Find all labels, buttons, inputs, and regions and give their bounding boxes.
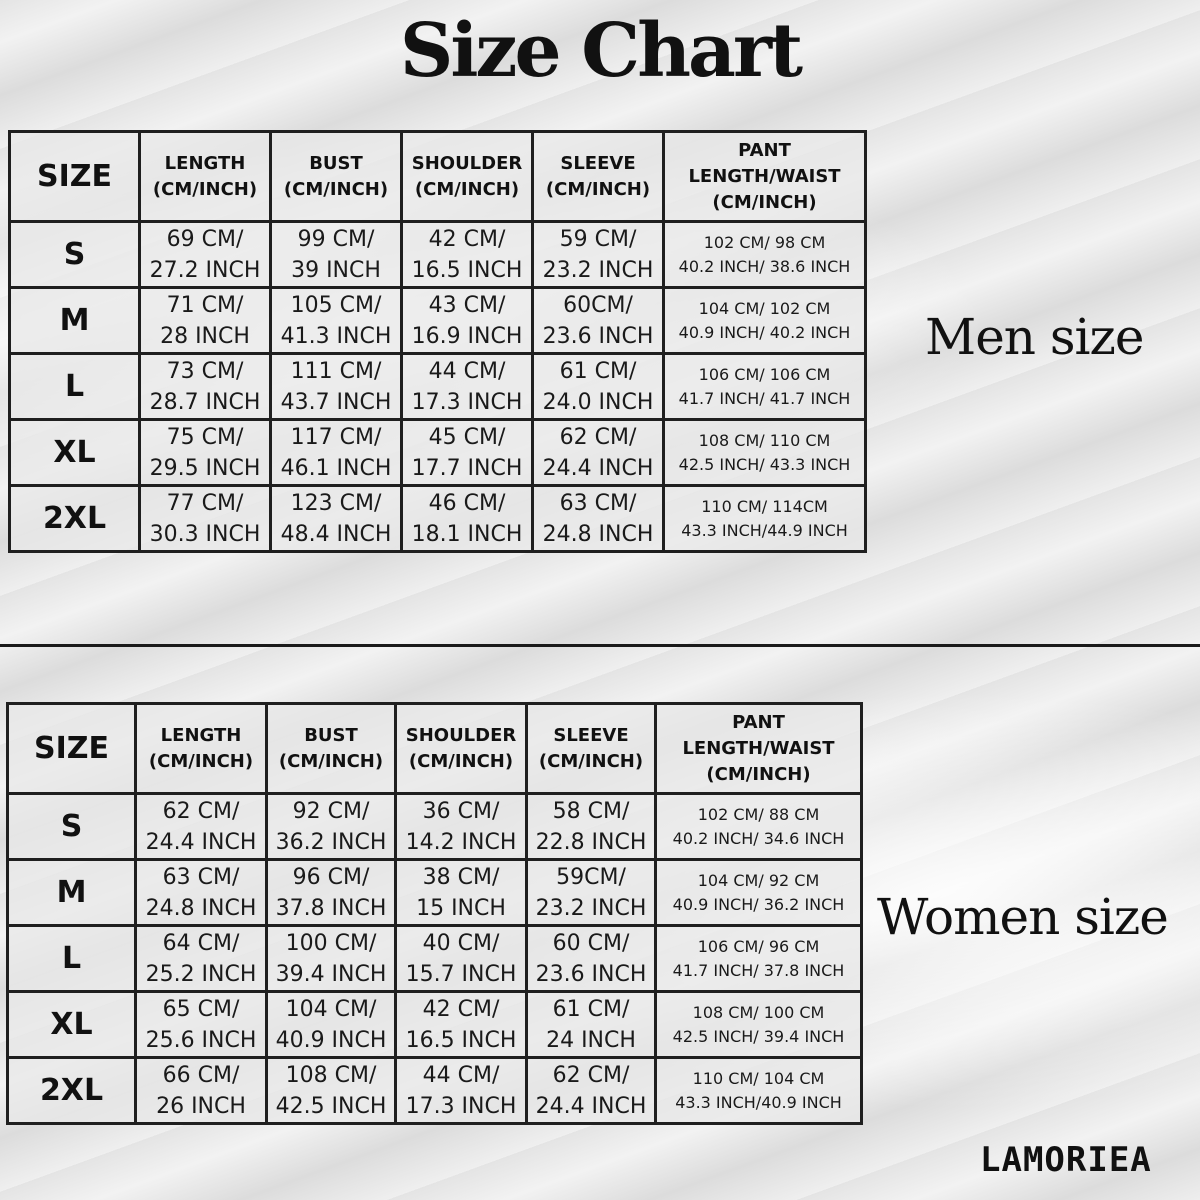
pant-cell: 102 CM/ 98 CM 40.2 INCH/ 38.6 INCH (662, 220, 867, 289)
header-row: SIZE LENGTH (CM/INCH) BUST (CM/INCH) SHOUL… (6, 702, 863, 795)
page-title: Size Chart (399, 8, 803, 94)
sleeve-cell: 63 CM/24.8 INCH (531, 484, 665, 553)
bust-header: BUST (CM/INCH) (265, 702, 397, 795)
bust-cell: 92 CM/36.2 INCH (265, 792, 397, 861)
bust-cell: 117 CM/46.1 INCH (269, 418, 403, 487)
shoulder-cell: 45 CM/17.7 INCH (400, 418, 534, 487)
table-row: M 71 CM/28 INCH 105 CM/41.3 INCH 43 CM/1… (8, 286, 867, 355)
length-cell: 75 CM/29.5 INCH (138, 418, 272, 487)
size-header: SIZE (8, 130, 141, 223)
length-cell: 77 CM/30.3 INCH (138, 484, 272, 553)
shoulder-cell: 44 CM/17.3 INCH (394, 1056, 528, 1125)
pant-cell: 106 CM/ 96 CM 41.7 INCH/ 37.8 INCH (654, 924, 863, 993)
pant-cell: 102 CM/ 88 CM 40.2 INCH/ 34.6 INCH (654, 792, 863, 861)
bust-cell: 108 CM/42.5 INCH (265, 1056, 397, 1125)
pant-header: PANT LENGTH/WAIST (CM/INCH) (654, 702, 863, 795)
bust-cell: 99 CM/39 INCH (269, 220, 403, 289)
length-header: LENGTH (CM/INCH) (138, 130, 272, 223)
size-cell: S (8, 220, 141, 289)
sleeve-cell: 60 CM/23.6 INCH (525, 924, 657, 993)
length-cell: 71 CM/28 INCH (138, 286, 272, 355)
size-cell: M (8, 286, 141, 355)
sleeve-cell: 62 CM/24.4 INCH (525, 1056, 657, 1125)
size-cell: M (6, 858, 137, 927)
length-cell: 73 CM/28.7 INCH (138, 352, 272, 421)
size-cell: S (6, 792, 137, 861)
sleeve-cell: 62 CM/24.4 INCH (531, 418, 665, 487)
pant-cell: 110 CM/ 114CM 43.3 INCH/44.9 INCH (662, 484, 867, 553)
size-cell: 2XL (6, 1056, 137, 1125)
length-cell: 62 CM/24.4 INCH (134, 792, 268, 861)
bust-cell: 123 CM/48.4 INCH (269, 484, 403, 553)
men-size-label: Men size (925, 308, 1144, 366)
shoulder-header: SHOULDER (CM/INCH) (394, 702, 528, 795)
size-cell: XL (6, 990, 137, 1059)
size-cell: L (6, 924, 137, 993)
length-header: LENGTH (CM/INCH) (134, 702, 268, 795)
shoulder-cell: 36 CM/14.2 INCH (394, 792, 528, 861)
bust-cell: 105 CM/41.3 INCH (269, 286, 403, 355)
sleeve-cell: 61 CM/24 INCH (525, 990, 657, 1059)
sleeve-header: SLEEVE (CM/INCH) (525, 702, 657, 795)
men-size-table: SIZE LENGTH (CM/INCH) BUST (CM/INCH) SHOUL… (8, 130, 867, 553)
shoulder-cell: 40 CM/15.7 INCH (394, 924, 528, 993)
length-cell: 66 CM/26 INCH (134, 1056, 268, 1125)
table-row: XL 75 CM/29.5 INCH 117 CM/46.1 INCH 45 C… (8, 418, 867, 487)
size-header: SIZE (6, 702, 137, 795)
length-cell: 65 CM/25.6 INCH (134, 990, 268, 1059)
sleeve-cell: 59 CM/23.2 INCH (531, 220, 665, 289)
pant-cell: 106 CM/ 106 CM 41.7 INCH/ 41.7 INCH (662, 352, 867, 421)
shoulder-cell: 43 CM/16.9 INCH (400, 286, 534, 355)
shoulder-cell: 38 CM/15 INCH (394, 858, 528, 927)
table-row: XL 65 CM/25.6 INCH 104 CM/40.9 INCH 42 C… (6, 990, 863, 1059)
shoulder-cell: 42 CM/16.5 INCH (400, 220, 534, 289)
bust-cell: 104 CM/40.9 INCH (265, 990, 397, 1059)
sleeve-cell: 58 CM/22.8 INCH (525, 792, 657, 861)
pant-cell: 108 CM/ 100 CM 42.5 INCH/ 39.4 INCH (654, 990, 863, 1059)
brand-logo: LAMORIEA (980, 1140, 1152, 1180)
size-cell: 2XL (8, 484, 141, 553)
header-row: SIZE LENGTH (CM/INCH) BUST (CM/INCH) SHOUL… (8, 130, 867, 223)
pant-cell: 110 CM/ 104 CM 43.3 INCH/40.9 INCH (654, 1056, 863, 1125)
size-cell: XL (8, 418, 141, 487)
pant-header: PANT LENGTH/WAIST (CM/INCH) (662, 130, 867, 223)
length-cell: 69 CM/27.2 INCH (138, 220, 272, 289)
pant-cell: 104 CM/ 92 CM 40.9 INCH/ 36.2 INCH (654, 858, 863, 927)
size-cell: L (8, 352, 141, 421)
sleeve-cell: 61 CM/24.0 INCH (531, 352, 665, 421)
table-row: S 69 CM/27.2 INCH 99 CM/39 INCH 42 CM/16… (8, 220, 867, 289)
table-row: 2XL 66 CM/26 INCH 108 CM/42.5 INCH 44 CM… (6, 1056, 863, 1125)
women-size-label: Women size (877, 888, 1169, 946)
table-row: L 64 CM/25.2 INCH 100 CM/39.4 INCH 40 CM… (6, 924, 863, 993)
shoulder-cell: 46 CM/18.1 INCH (400, 484, 534, 553)
section-divider (0, 644, 1200, 647)
bust-cell: 111 CM/43.7 INCH (269, 352, 403, 421)
length-cell: 64 CM/25.2 INCH (134, 924, 268, 993)
table-row: M 63 CM/24.8 INCH 96 CM/37.8 INCH 38 CM/… (6, 858, 863, 927)
bust-header: BUST (CM/INCH) (269, 130, 403, 223)
pant-cell: 104 CM/ 102 CM 40.9 INCH/ 40.2 INCH (662, 286, 867, 355)
pant-cell: 108 CM/ 110 CM 42.5 INCH/ 43.3 INCH (662, 418, 867, 487)
bust-cell: 96 CM/37.8 INCH (265, 858, 397, 927)
shoulder-cell: 42 CM/16.5 INCH (394, 990, 528, 1059)
shoulder-cell: 44 CM/17.3 INCH (400, 352, 534, 421)
length-cell: 63 CM/24.8 INCH (134, 858, 268, 927)
table-row: 2XL 77 CM/30.3 INCH 123 CM/48.4 INCH 46 … (8, 484, 867, 553)
table-row: S 62 CM/24.4 INCH 92 CM/36.2 INCH 36 CM/… (6, 792, 863, 861)
sleeve-cell: 59CM/23.2 INCH (525, 858, 657, 927)
women-size-table: SIZE LENGTH (CM/INCH) BUST (CM/INCH) SHOUL… (6, 702, 863, 1125)
sleeve-cell: 60CM/23.6 INCH (531, 286, 665, 355)
sleeve-header: SLEEVE (CM/INCH) (531, 130, 665, 223)
table-row: L 73 CM/28.7 INCH 111 CM/43.7 INCH 44 CM… (8, 352, 867, 421)
bust-cell: 100 CM/39.4 INCH (265, 924, 397, 993)
shoulder-header: SHOULDER (CM/INCH) (400, 130, 534, 223)
